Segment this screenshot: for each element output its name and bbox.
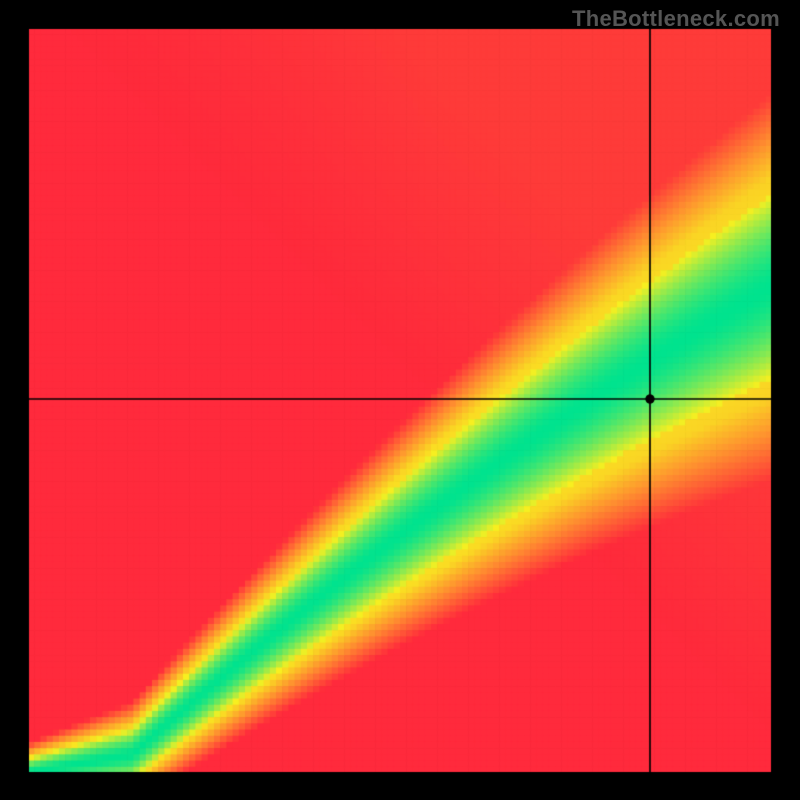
watermark-text: TheBottleneck.com <box>572 6 780 32</box>
bottleneck-heatmap <box>0 0 800 800</box>
chart-container: TheBottleneck.com <box>0 0 800 800</box>
